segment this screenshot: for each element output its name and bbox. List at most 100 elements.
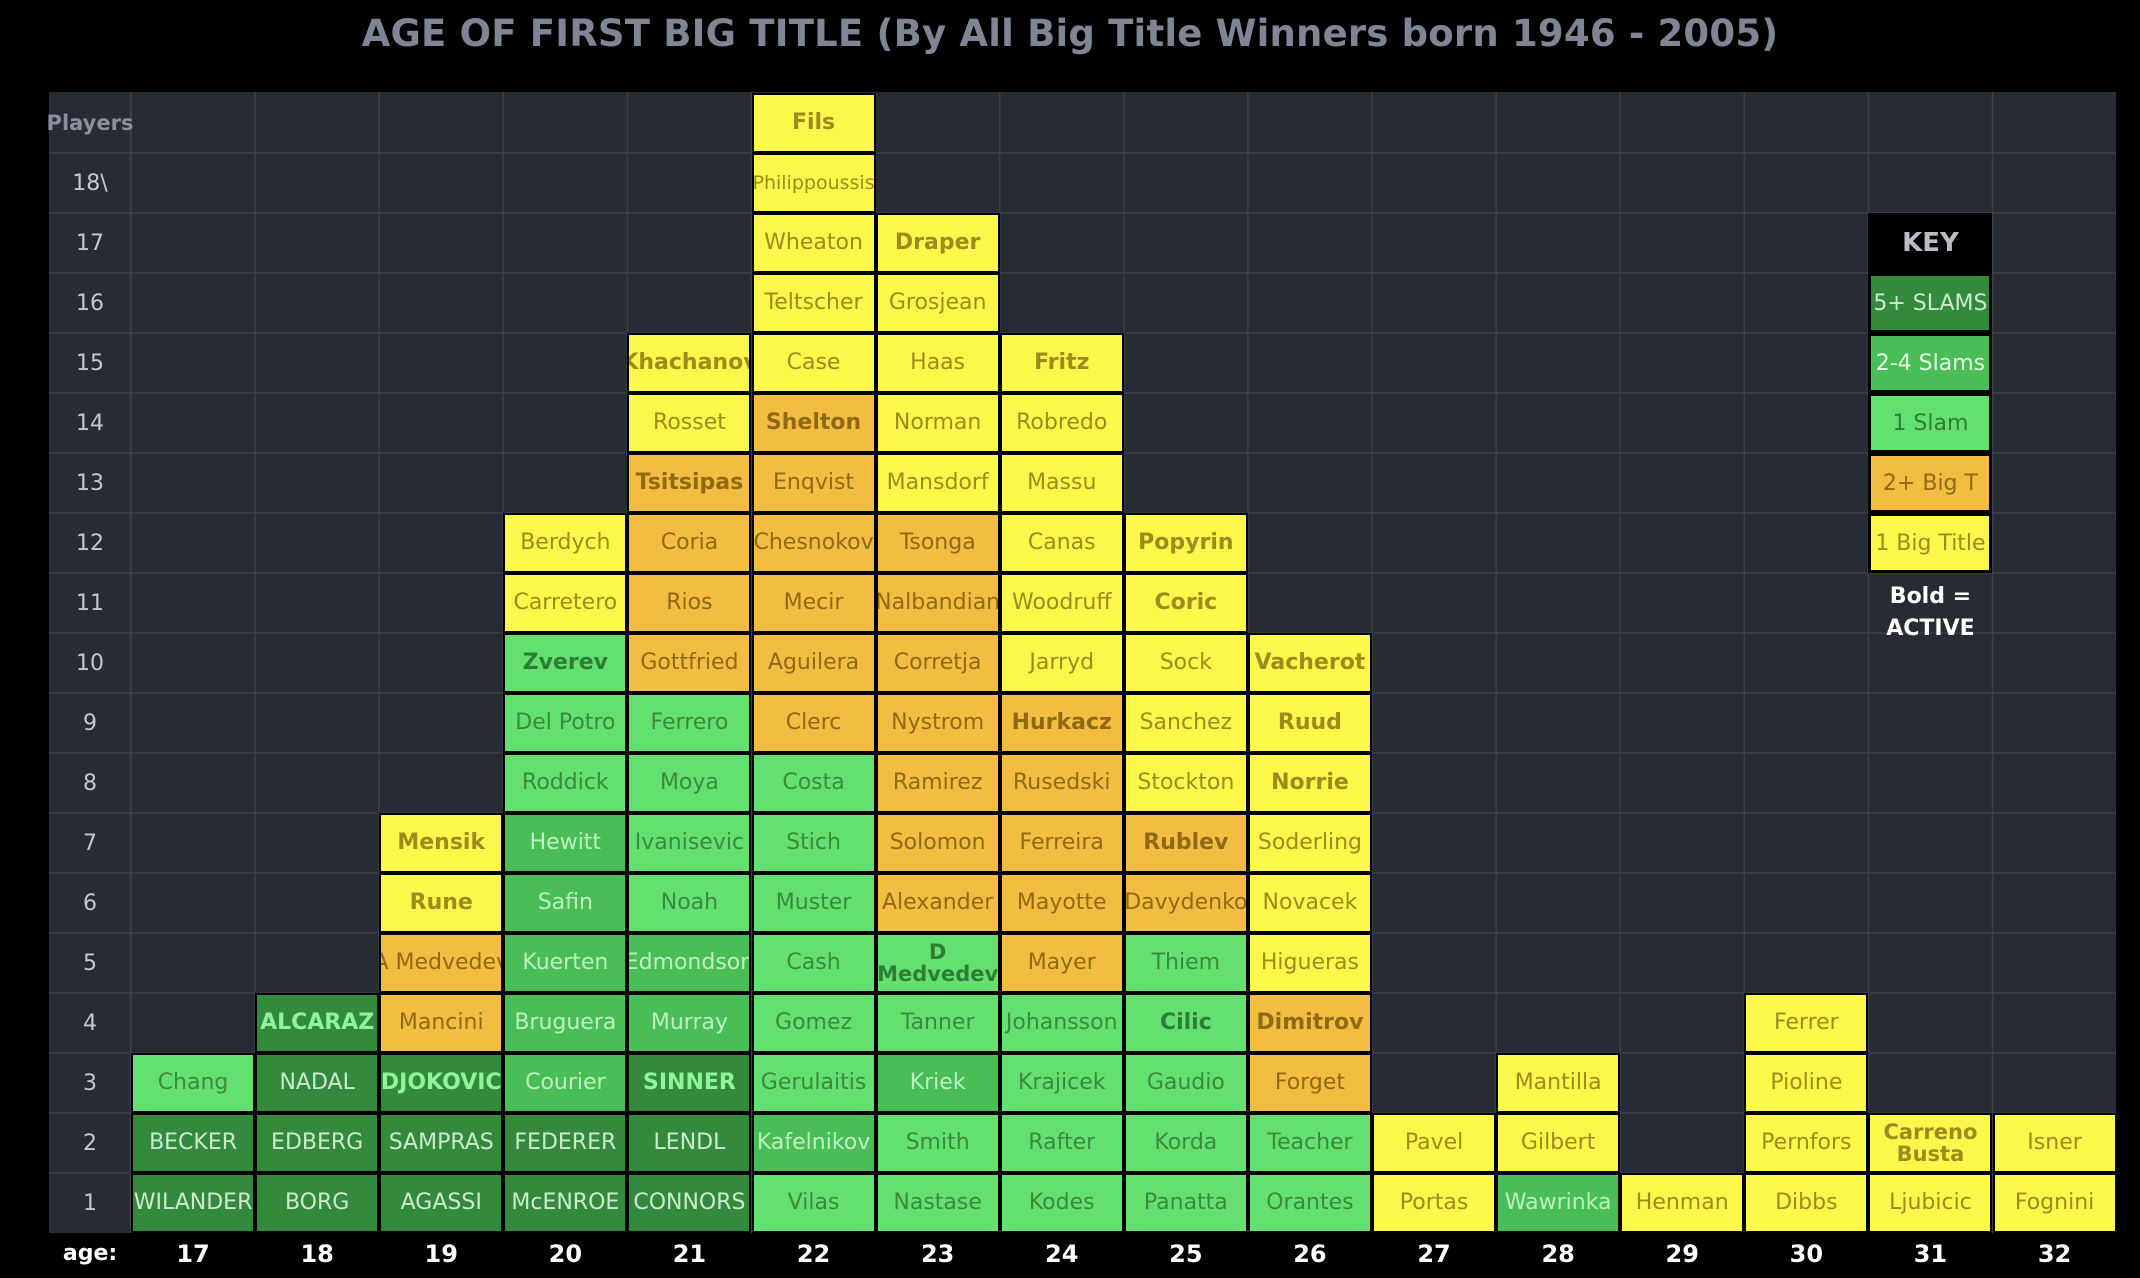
player-cell: Corretja	[875, 633, 1000, 693]
player-cell: Sanchez	[1123, 693, 1248, 753]
player-cell: Bruguera	[503, 993, 628, 1053]
player-cell: Gaudio	[1123, 1053, 1248, 1113]
player-cell: Grosjean	[875, 273, 1000, 333]
player-cell: Teltscher	[751, 273, 876, 333]
player-cell: Pernfors	[1744, 1113, 1869, 1173]
player-cell: Kuerten	[503, 933, 628, 993]
player-cell: Vacherot	[1247, 633, 1372, 693]
player-cell: Gerulaitis	[751, 1053, 876, 1113]
player-cell: Moya	[627, 753, 752, 813]
player-cell: Muster	[751, 873, 876, 933]
player-cell: Enqvist	[751, 453, 876, 513]
player-cell: Robredo	[999, 393, 1124, 453]
player-cell: Forget	[1247, 1053, 1372, 1113]
y-tick-label: 2	[83, 1130, 97, 1156]
x-tick-label: 28	[1541, 1240, 1575, 1268]
player-cell: Carreno Busta	[1868, 1113, 1993, 1173]
player-cell: Mayer	[999, 933, 1124, 993]
player-cell: Ruud	[1247, 693, 1372, 753]
player-cell: DJOKOVIC	[379, 1053, 504, 1113]
player-cell: Nastase	[875, 1173, 1000, 1233]
chart-title: AGE OF FIRST BIG TITLE (By All Big Title…	[361, 12, 1779, 55]
player-cell: Coria	[627, 513, 752, 573]
x-tick-label: 21	[672, 1240, 707, 1268]
player-cell: Wawrinka	[1496, 1173, 1621, 1233]
player-cell: Stockton	[1123, 753, 1248, 813]
y-tick-label: 15	[76, 350, 104, 376]
player-cell: Chesnokov	[751, 513, 876, 573]
player-cell: Mecir	[751, 573, 876, 633]
player-cell: Rublev	[1123, 813, 1248, 873]
player-cell: CONNORS	[627, 1173, 752, 1233]
x-tick-label: 29	[1665, 1240, 1699, 1268]
player-cell: Vilas	[751, 1173, 876, 1233]
y-tick-label: 1	[83, 1190, 97, 1216]
player-cell: Davydenko	[1123, 873, 1248, 933]
x-tick-label: 27	[1417, 1240, 1451, 1268]
player-cell: Case	[751, 333, 876, 393]
player-cell: Johansson	[999, 993, 1124, 1053]
player-cell: Clerc	[751, 693, 876, 753]
player-cell: Henman	[1620, 1173, 1745, 1233]
player-cell: Gomez	[751, 993, 876, 1053]
player-cell: Noah	[627, 873, 752, 933]
player-cell: BORG	[255, 1173, 380, 1233]
key-item: 2-4 Slams	[1868, 333, 1993, 393]
player-cell: Mansdorf	[875, 453, 1000, 513]
player-cell: Stich	[751, 813, 876, 873]
player-cell: Ferrer	[1744, 993, 1869, 1053]
player-cell: Canas	[999, 513, 1124, 573]
key-title: KEY	[1868, 213, 1993, 273]
player-cell: Tanner	[875, 993, 1000, 1053]
player-cell: Jarryd	[999, 633, 1124, 693]
player-cell: Fognini	[1992, 1173, 2117, 1233]
x-tick-label: 20	[548, 1240, 583, 1268]
bold-note-line2: ACTIVE	[1886, 615, 1975, 641]
player-cell: Mantilla	[1496, 1053, 1621, 1113]
player-cell: ALCARAZ	[255, 993, 380, 1053]
y-tick-label: 4	[83, 1010, 97, 1036]
bold-note: Bold = ACTIVE	[1868, 581, 1992, 645]
player-cell: LENDL	[627, 1113, 752, 1173]
player-cell: Pioline	[1744, 1053, 1869, 1113]
player-cell: McENROE	[503, 1173, 628, 1233]
player-cell: Thiem	[1123, 933, 1248, 993]
key-item: 5+ SLAMS	[1868, 273, 1993, 333]
player-cell: Zverev	[503, 633, 628, 693]
x-tick-label: 19	[424, 1240, 458, 1268]
player-cell: Panatta	[1123, 1173, 1248, 1233]
player-cell: Fils	[751, 93, 876, 153]
x-tick-label: 32	[2037, 1240, 2072, 1268]
player-cell: A Medvedev	[379, 933, 504, 993]
player-cell: Mayotte	[999, 873, 1124, 933]
player-cell: Ivanisevic	[627, 813, 752, 873]
player-cell: Edmondson	[627, 933, 752, 993]
player-cell: Popyrin	[1123, 513, 1248, 573]
player-cell: Rosset	[627, 393, 752, 453]
player-cell: Coric	[1123, 573, 1248, 633]
player-cell: Del Potro	[503, 693, 628, 753]
player-cell: Portas	[1372, 1173, 1497, 1233]
y-tick-label: 16	[76, 290, 104, 316]
player-cell: SAMPRAS	[379, 1113, 504, 1173]
x-tick-label: 23	[920, 1240, 955, 1268]
player-cell: Rune	[379, 873, 504, 933]
player-cell: Kafelnikov	[751, 1113, 876, 1173]
player-cell: D Medvedev	[875, 933, 1000, 993]
key-item: 2+ Big T	[1868, 453, 1993, 513]
player-cell: Haas	[875, 333, 1000, 393]
player-cell: Norman	[875, 393, 1000, 453]
y-tick-label: 12	[76, 530, 104, 556]
player-cell: Gilbert	[1496, 1113, 1621, 1173]
player-cell: SINNER	[627, 1053, 752, 1113]
y-tick-label: 14	[76, 410, 104, 436]
key-item: 1 Big Title	[1868, 513, 1993, 573]
x-tick-label: 18	[300, 1240, 334, 1268]
player-cell: Hewitt	[503, 813, 628, 873]
player-cell: Fritz	[999, 333, 1124, 393]
player-cell: Chang	[131, 1053, 256, 1113]
player-cell: Massu	[999, 453, 1124, 513]
y-tick-label: 6	[83, 890, 97, 916]
y-header: Players	[46, 110, 134, 135]
player-cell: WILANDER	[131, 1173, 256, 1233]
